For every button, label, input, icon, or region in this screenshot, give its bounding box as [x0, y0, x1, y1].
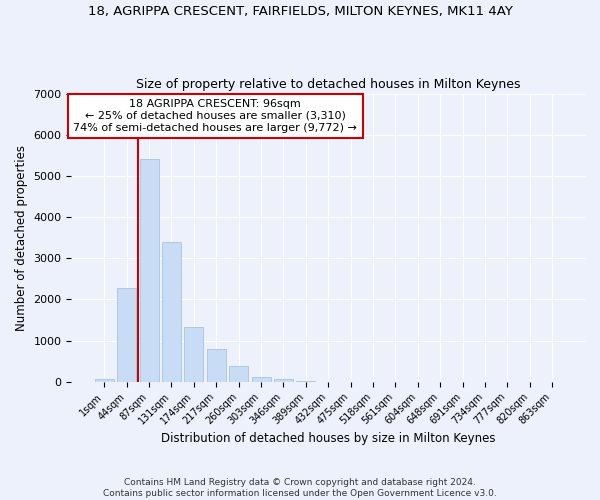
Bar	[184, 328, 203, 382]
Bar	[95, 380, 114, 382]
Bar	[296, 381, 316, 382]
Y-axis label: Number of detached properties: Number of detached properties	[15, 144, 28, 330]
Text: 18, AGRIPPA CRESCENT, FAIRFIELDS, MILTON KEYNES, MK11 4AY: 18, AGRIPPA CRESCENT, FAIRFIELDS, MILTON…	[88, 5, 512, 18]
Bar	[140, 158, 158, 382]
Bar	[274, 380, 293, 382]
Text: Contains HM Land Registry data © Crown copyright and database right 2024.
Contai: Contains HM Land Registry data © Crown c…	[103, 478, 497, 498]
Text: 18 AGRIPPA CRESCENT: 96sqm
← 25% of detached houses are smaller (3,310)
74% of s: 18 AGRIPPA CRESCENT: 96sqm ← 25% of deta…	[73, 100, 357, 132]
Bar	[251, 376, 271, 382]
Bar	[117, 288, 136, 382]
X-axis label: Distribution of detached houses by size in Milton Keynes: Distribution of detached houses by size …	[161, 432, 496, 445]
Bar	[229, 366, 248, 382]
Title: Size of property relative to detached houses in Milton Keynes: Size of property relative to detached ho…	[136, 78, 520, 91]
Bar	[162, 242, 181, 382]
Bar	[207, 349, 226, 382]
